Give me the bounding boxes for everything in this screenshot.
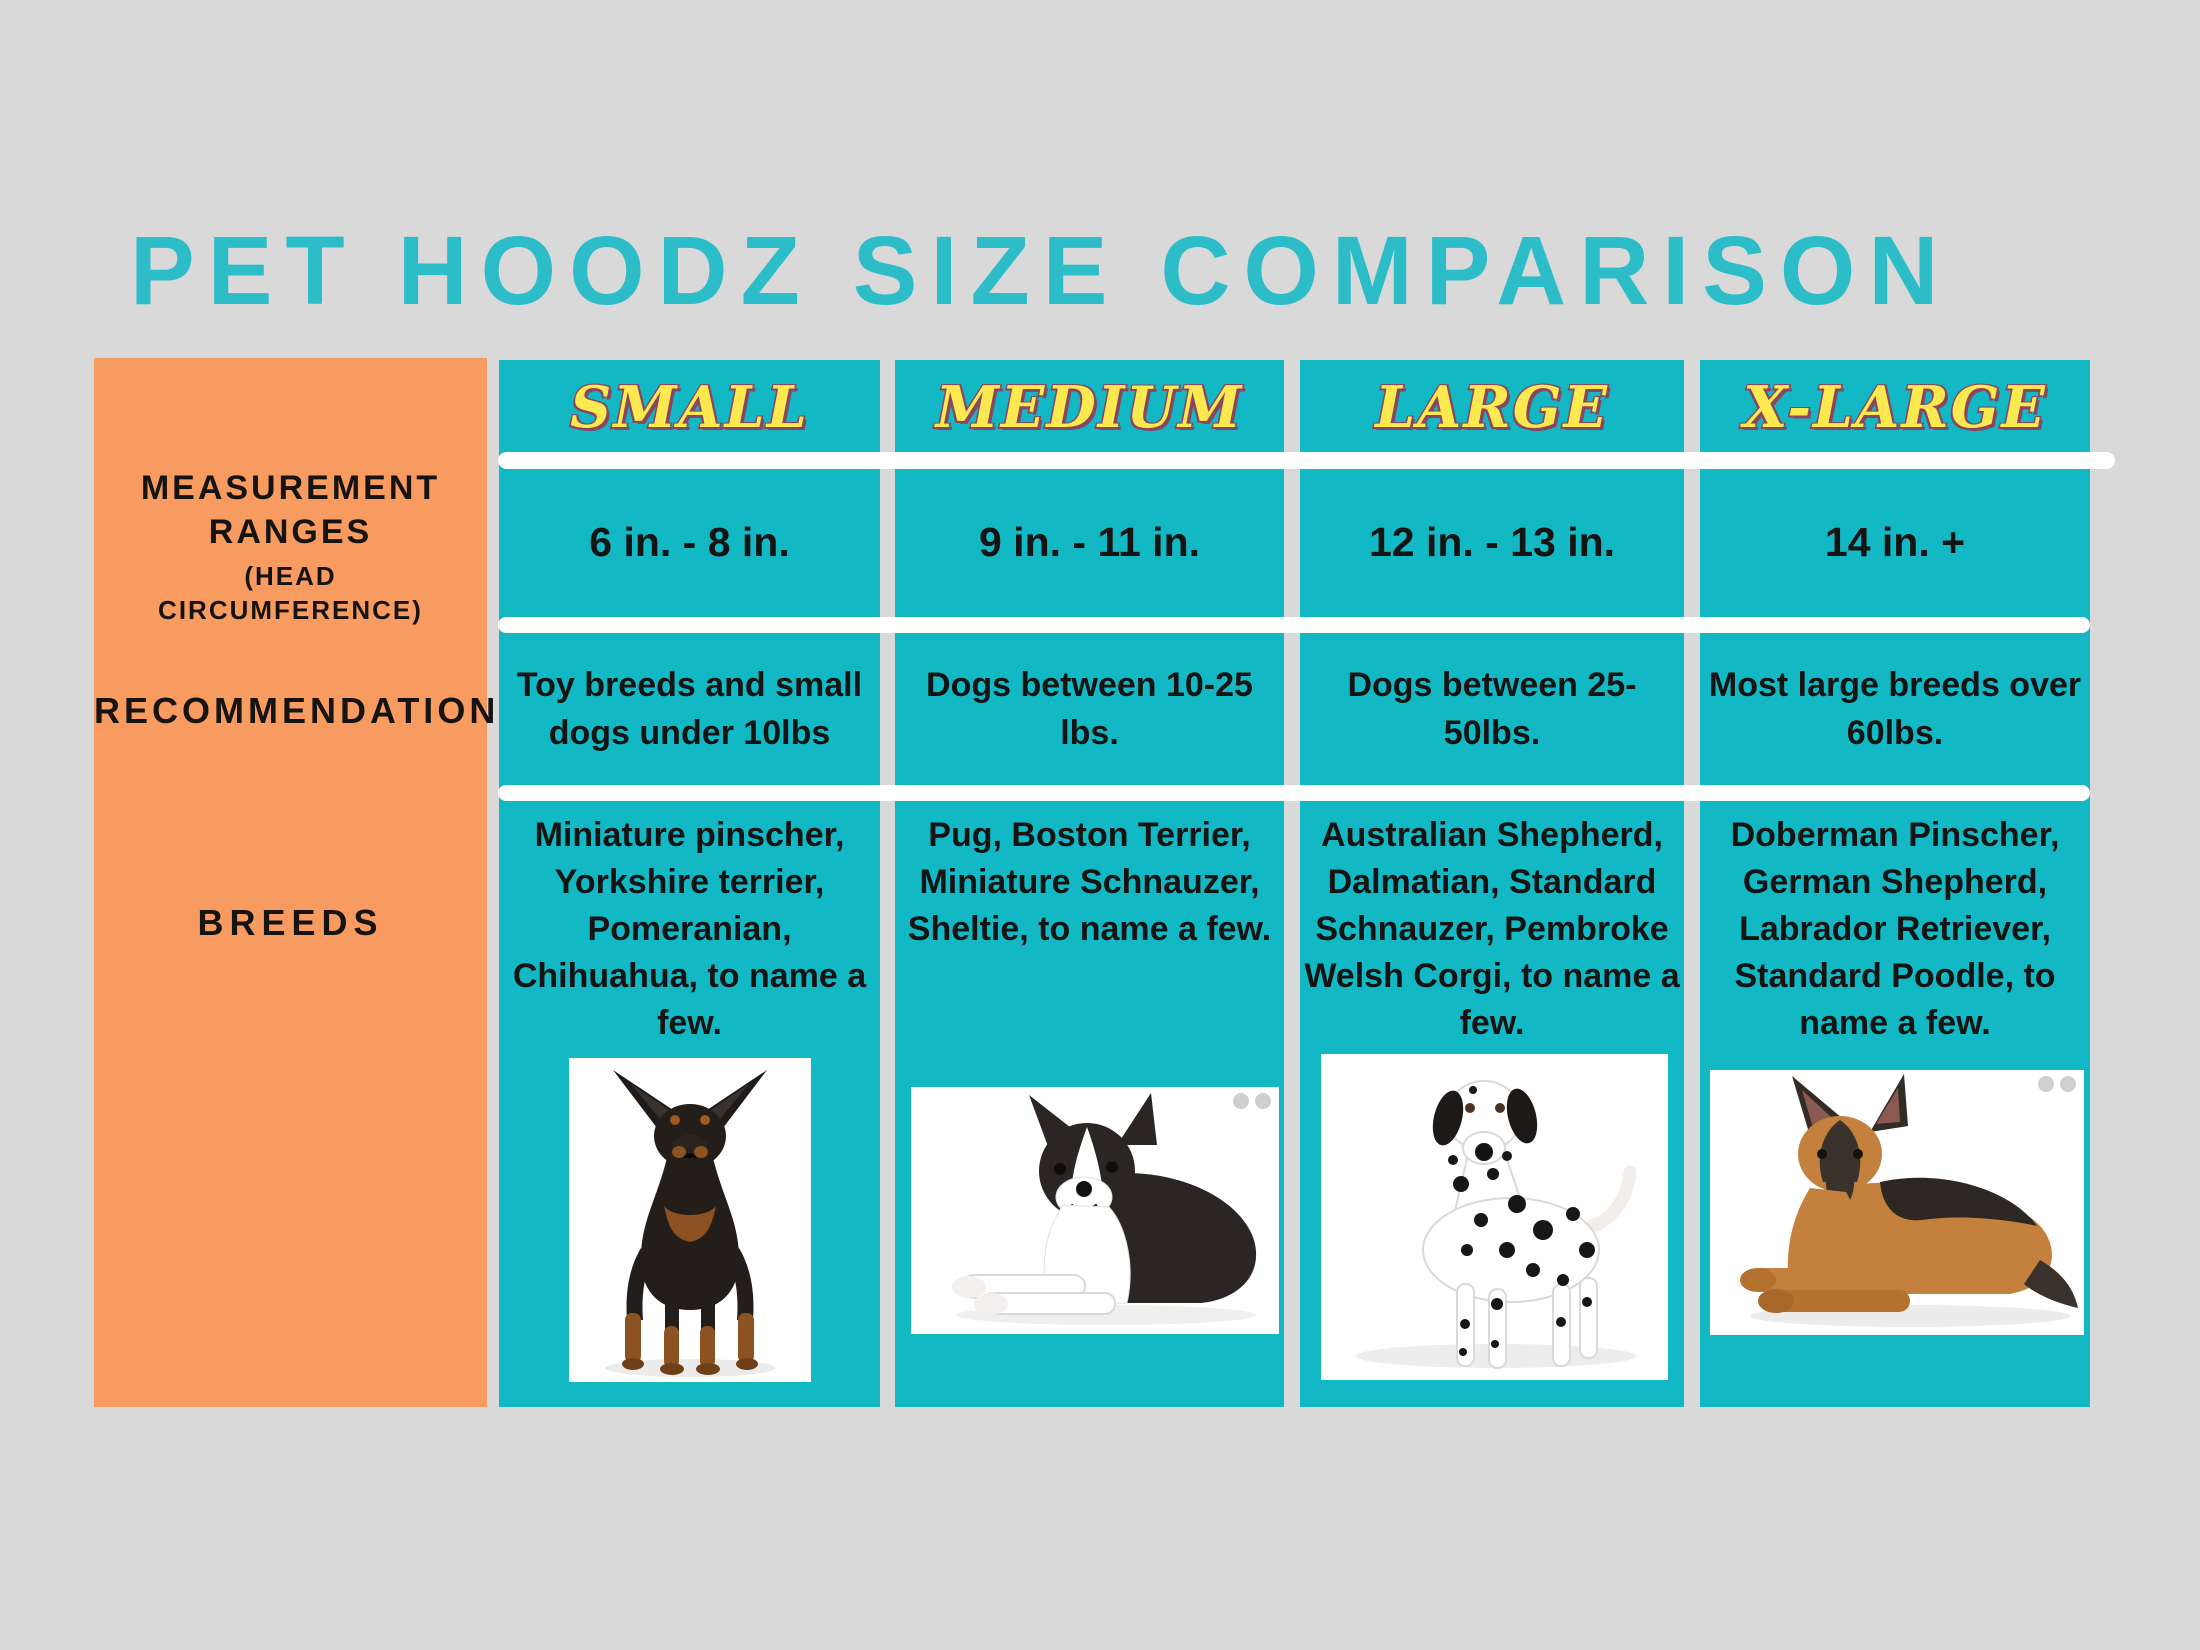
- row-label-measurement: MEASUREMENT RANGES (HEAD CIRCUMFERENCE): [94, 466, 487, 628]
- column-large-breeds: Australian Shepherd, Dalmatian, Standard…: [1304, 816, 1680, 1042]
- column-medium-range: 9 in. - 11 in.: [978, 519, 1200, 565]
- head-circumference-label: (HEAD CIRCUMFERENCE): [158, 561, 423, 626]
- dalmatian-illustration: [1356, 1080, 1637, 1369]
- column-large-header: LARGE: [1375, 374, 1609, 441]
- column-small: SMALL 6 in. - 8 in. Toy breeds and small…: [499, 360, 880, 1407]
- measurement-ranges-label: MEASUREMENT RANGES: [140, 469, 441, 552]
- column-large-recommendation: Dogs between 25-50lbs.: [1347, 666, 1637, 752]
- column-medium-recommendation: Dogs between 10-25 lbs.: [926, 666, 1253, 752]
- boston-terrier-photo: [911, 1087, 1279, 1334]
- column-medium-breeds: Pug, Boston Terrier, Miniature Schnauzer…: [907, 816, 1272, 948]
- column-xlarge-recommendation: Most large breeds over 60lbs.: [1708, 666, 2082, 752]
- separator-band-recommendation: [498, 785, 2090, 801]
- miniature-pinscher-photo: [569, 1058, 811, 1382]
- column-xlarge-range: 14 in. +: [1824, 519, 1966, 565]
- column-large-range: 12 in. - 13 in.: [1368, 519, 1616, 565]
- column-medium-header: MEDIUM: [935, 374, 1244, 441]
- column-small-breeds: Miniature pinscher, Yorkshire terrier, P…: [512, 816, 867, 1042]
- miniature-pinscher-illustration: [605, 1070, 775, 1377]
- recommendation-label: RECOMMENDATION: [94, 690, 500, 731]
- watermark-icon: [1233, 1093, 1271, 1109]
- breeds-label: BREEDS: [197, 902, 384, 943]
- separator-band-measurement: [498, 617, 2090, 633]
- column-small-recommendation: Toy breeds and small dogs under 10lbs: [516, 666, 863, 752]
- dalmatian-photo: [1321, 1054, 1668, 1380]
- column-small-header: SMALL: [570, 374, 809, 441]
- separator-band-header: [498, 452, 2115, 469]
- page-title: PET HOODZ SIZE COMPARISON: [130, 216, 1952, 325]
- german-shepherd-photo: [1710, 1070, 2084, 1335]
- boston-terrier-illustration: [952, 1093, 1257, 1325]
- column-xlarge-breeds: Doberman Pinscher, German Shepherd, Labr…: [1730, 816, 2060, 1042]
- column-xlarge-header: X-LARGE: [1743, 374, 2047, 441]
- row-label-column: MEASUREMENT RANGES (HEAD CIRCUMFERENCE) …: [94, 358, 500, 1407]
- german-shepherd-illustration: [1740, 1074, 2078, 1327]
- column-small-range: 6 in. - 8 in.: [589, 519, 790, 565]
- watermark-icon: [2038, 1076, 2076, 1092]
